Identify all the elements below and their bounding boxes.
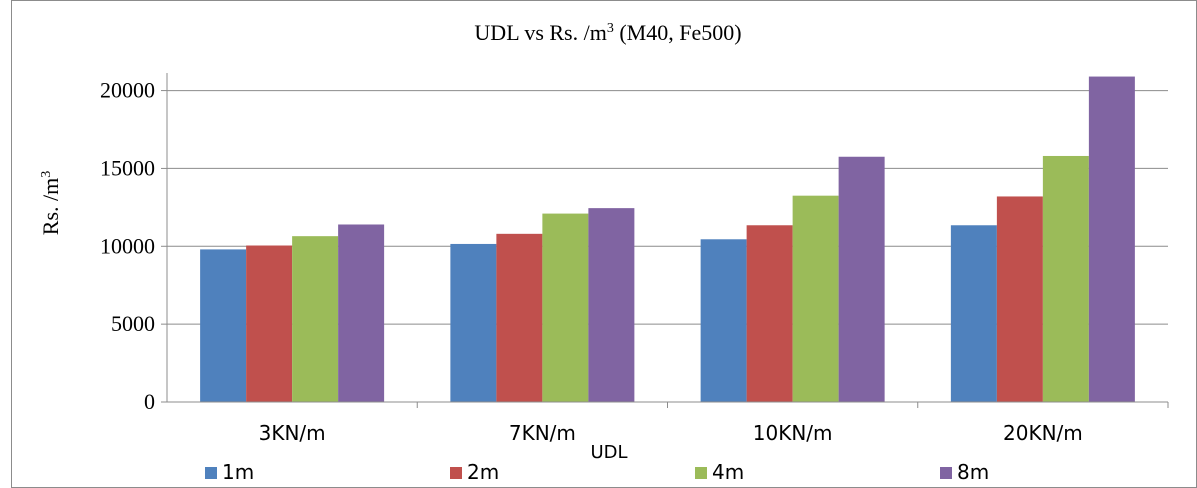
bar-8m-3KN/m xyxy=(338,224,385,402)
legend-label-8m: 8m xyxy=(957,460,989,484)
x-tick-label: 7KN/m xyxy=(509,421,576,445)
bar-4m-3KN/m xyxy=(292,236,339,402)
legend-swatch-8m xyxy=(940,467,952,479)
axes xyxy=(161,73,1169,408)
legend-label-1m: 1m xyxy=(222,460,254,484)
x-axis-title: UDL xyxy=(590,442,627,463)
y-tick-label: 10000 xyxy=(100,233,155,258)
legend-label-4m: 4m xyxy=(712,460,744,484)
tick-labels: 0 5000 10000 15000 20000 3KN/m 7KN/m 10KN/m 20KN… xyxy=(100,78,1083,445)
legend-swatch-1m xyxy=(205,467,217,479)
y-tick-label: 15000 xyxy=(100,155,155,180)
y-axis-title: Rs. /m3 xyxy=(38,171,63,235)
legend-swatch-2m xyxy=(450,467,462,479)
bar-1m-10KN/m xyxy=(700,239,747,402)
bar-1m-3KN/m xyxy=(200,249,247,402)
x-tick-label: 10KN/m xyxy=(753,421,833,445)
bars xyxy=(200,76,1135,403)
bar-8m-10KN/m xyxy=(838,156,885,402)
legend-swatch-4m xyxy=(695,467,707,479)
y-tick-label: 20000 xyxy=(100,78,155,103)
bar-1m-7KN/m xyxy=(450,243,497,402)
bar-8m-7KN/m xyxy=(588,208,635,402)
bar-4m-20KN/m xyxy=(1042,155,1089,402)
chart-title: UDL vs Rs. /m3 (M40, Fe500) xyxy=(474,20,741,45)
bar-2m-7KN/m xyxy=(496,233,543,402)
legend-label-2m: 2m xyxy=(467,460,499,484)
bar-2m-3KN/m xyxy=(246,245,293,402)
y-tick-label: 5000 xyxy=(111,311,155,336)
legend: 1m 2m 4m 8m xyxy=(205,460,989,484)
bar-2m-10KN/m xyxy=(746,225,793,402)
bar-8m-20KN/m xyxy=(1088,76,1135,403)
bar-1m-20KN/m xyxy=(950,225,997,402)
x-tick-label: 3KN/m xyxy=(259,421,326,445)
bar-2m-20KN/m xyxy=(996,196,1043,402)
x-tick-label: 20KN/m xyxy=(1003,421,1083,445)
y-tick-label: 0 xyxy=(144,389,155,414)
bar-4m-10KN/m xyxy=(792,195,839,402)
bar-4m-7KN/m xyxy=(542,213,589,402)
